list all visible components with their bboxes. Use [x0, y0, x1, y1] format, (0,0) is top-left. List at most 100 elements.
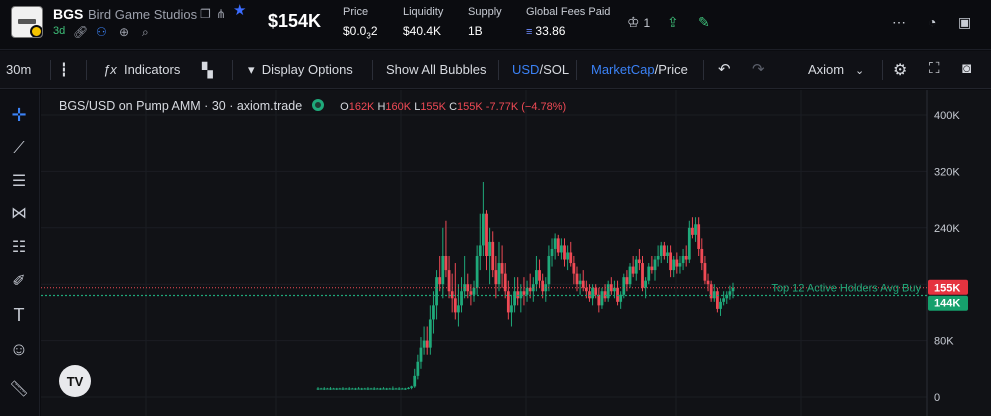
link-icon[interactable]: 🔗︎ — [73, 25, 89, 39]
y-tick-label: 240K — [934, 223, 960, 235]
settings-icon[interactable]: ⚙ — [893, 62, 908, 79]
stat-price-label: Price — [343, 6, 369, 18]
toolbar-divider — [86, 60, 87, 80]
candle-body — [678, 263, 682, 267]
y-tick-label: 400K — [934, 110, 960, 122]
candle-body — [591, 287, 594, 299]
redo-icon[interactable]: ↷ — [752, 61, 765, 78]
candle-body — [453, 298, 457, 313]
toolbar-divider — [498, 60, 499, 80]
timeframe-selector[interactable]: 30m — [6, 62, 32, 77]
stat-fees-value: ≡ 33.86 — [526, 24, 566, 38]
undo-icon[interactable]: ↶ — [718, 61, 731, 78]
caret-down-icon: ▾ — [248, 62, 255, 77]
text-tool-icon[interactable]: T — [13, 304, 25, 325]
export-icon[interactable]: ⇪ — [667, 14, 679, 30]
candle-body — [662, 245, 666, 256]
camera-icon[interactable]: ◙ — [962, 60, 972, 77]
candle-body — [522, 291, 526, 295]
brush-icon[interactable]: ✐ — [12, 273, 26, 290]
display-options-button[interactable]: ▾ Display Options — [248, 62, 353, 77]
candle-body — [556, 238, 560, 253]
show-bubbles-button[interactable]: Show All Bubbles — [386, 62, 487, 77]
holders-button[interactable]: ♔ 1 — [627, 14, 650, 31]
candle-body — [419, 347, 423, 362]
candle-body — [722, 298, 726, 302]
currency-toggle[interactable]: USD/SOL — [512, 62, 570, 77]
fullscreen-icon[interactable]: ⛶ — [929, 60, 940, 77]
horizontal-lines-icon[interactable]: ☰ — [11, 173, 27, 190]
avg-buy-tag-label: 144K — [934, 298, 960, 310]
candle-body — [341, 388, 345, 390]
globe-icon[interactable]: ⊕ — [119, 25, 130, 39]
candle-body — [469, 291, 473, 295]
candle-body — [457, 305, 460, 313]
candle-style-icon[interactable]: ┇ — [60, 62, 68, 77]
emoji-icon[interactable]: ☺ — [9, 338, 29, 359]
user-icon[interactable]: ⚇ — [96, 25, 107, 39]
token-age: 3d — [53, 25, 66, 37]
candle-body — [625, 277, 629, 285]
market-status-icon — [312, 99, 325, 111]
toolbar-divider — [232, 60, 233, 80]
token-name: Bird Game Studios — [88, 7, 198, 22]
alert-icon[interactable]: ◔ — [928, 14, 937, 30]
candle-body — [363, 388, 367, 390]
candle-body — [441, 256, 445, 285]
save-icon[interactable]: ▣ — [958, 14, 972, 30]
candle-body — [357, 388, 360, 390]
trend-line-icon[interactable]: ⟋ — [13, 140, 25, 157]
copy-icon[interactable]: ❐ — [200, 7, 211, 21]
chart-canvas[interactable]: 400K320K240K160K80K0Top 12 Active Holder… — [41, 90, 991, 416]
candle-body — [715, 291, 719, 309]
marketcap-price-toggle[interactable]: MarketCap/Price — [591, 62, 688, 77]
tradingview-logo[interactable]: TV — [59, 365, 91, 397]
candle-body — [644, 280, 648, 288]
function-icon: ƒx — [103, 62, 117, 77]
crosshair-icon[interactable]: ✛ — [11, 104, 27, 125]
layouts-icon[interactable]: ▚ — [202, 62, 213, 78]
search-icon[interactable]: ⌕ — [142, 25, 149, 39]
candle-body — [535, 270, 538, 285]
candle-body — [410, 386, 414, 388]
token-logo[interactable] — [11, 6, 43, 38]
candle-body — [407, 387, 410, 389]
star-icon[interactable]: ★ — [233, 2, 247, 19]
candle-body — [325, 388, 329, 390]
candle-body — [491, 241, 495, 271]
stat-price: Price $0.032 — [343, 6, 378, 40]
candle-body — [622, 277, 626, 295]
stat-fees: Global Fees Paid ≡ 33.86 — [526, 6, 610, 38]
pin-icon[interactable]: ✎ — [698, 14, 710, 30]
pitchfork-icon[interactable]: ⋈ — [11, 205, 27, 222]
candle-body — [553, 238, 557, 249]
fib-retracement-icon[interactable]: ☷ — [11, 239, 27, 256]
share-icon[interactable]: ⋔ — [216, 7, 227, 21]
token-badge-icon — [30, 25, 42, 37]
candle-body — [422, 340, 426, 348]
candle-body — [528, 287, 532, 292]
toolbar-divider — [576, 60, 577, 80]
ruler-icon[interactable]: 📏︎ — [8, 381, 30, 398]
candle-body — [703, 263, 707, 281]
candle-body — [631, 266, 635, 274]
candle-body — [569, 252, 573, 264]
candle-body — [728, 291, 732, 295]
price-chart[interactable]: 400K320K240K160K80K0Top 12 Active Holder… — [41, 90, 991, 416]
candle-body — [379, 388, 382, 390]
candle-body — [597, 294, 601, 306]
current-price-tag-label: 155K — [934, 283, 960, 295]
candle-body — [435, 277, 438, 306]
candle-body — [413, 375, 417, 387]
more-icon[interactable]: ⋯ — [892, 14, 906, 30]
candle-body — [606, 284, 610, 299]
candle-body — [394, 388, 398, 390]
candle-body — [472, 287, 476, 295]
indicators-button[interactable]: ƒx Indicators — [103, 62, 181, 77]
candle-body — [634, 259, 638, 274]
candle-body — [559, 245, 563, 253]
stat-fees-label: Global Fees Paid — [526, 6, 611, 18]
candle-body — [656, 256, 660, 260]
source-selector[interactable]: Axiom ⌄ — [808, 62, 865, 77]
toolbar-divider — [50, 60, 51, 80]
